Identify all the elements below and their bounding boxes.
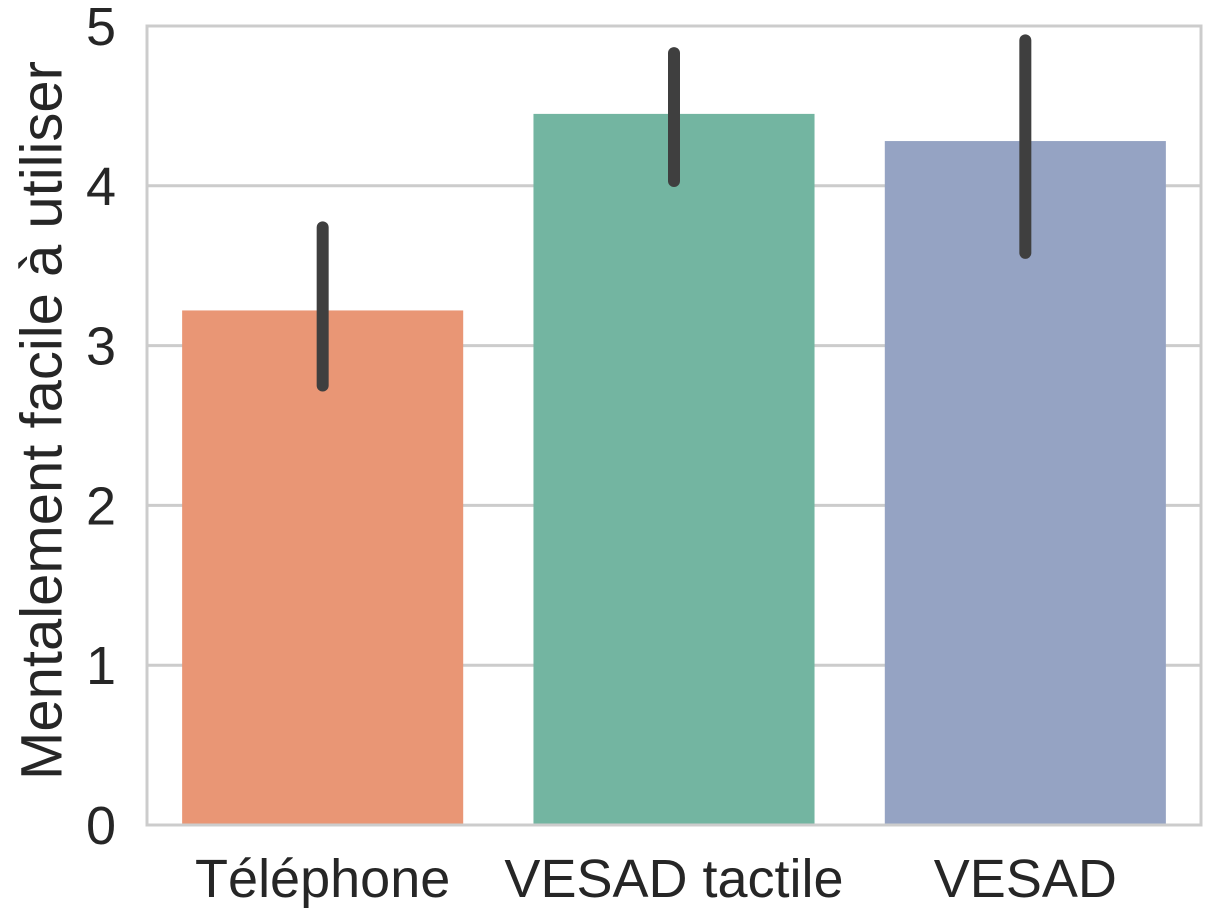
x-tick-labels: Téléphone VESAD tactile VESAD [195,849,1117,909]
error-bars [316,34,1032,392]
x-tick-label: Téléphone [195,849,450,909]
y-tick-labels: 0 1 2 3 4 5 [86,0,116,856]
y-tick-label: 3 [86,317,116,377]
y-tick-label: 5 [86,0,116,57]
bar [533,113,815,825]
bar [182,310,464,826]
x-tick-label: VESAD tactile [504,849,843,909]
y-tick-label: 0 [86,796,116,856]
y-tick-label: 2 [86,476,116,536]
y-tick-label: 4 [86,157,116,217]
y-tick-label: 1 [86,636,116,696]
x-tick-label: VESAD [934,849,1117,909]
y-axis-label: Mentalement facile à utiliser [9,61,74,780]
plot-frame [145,24,1203,827]
bars [182,113,1166,826]
